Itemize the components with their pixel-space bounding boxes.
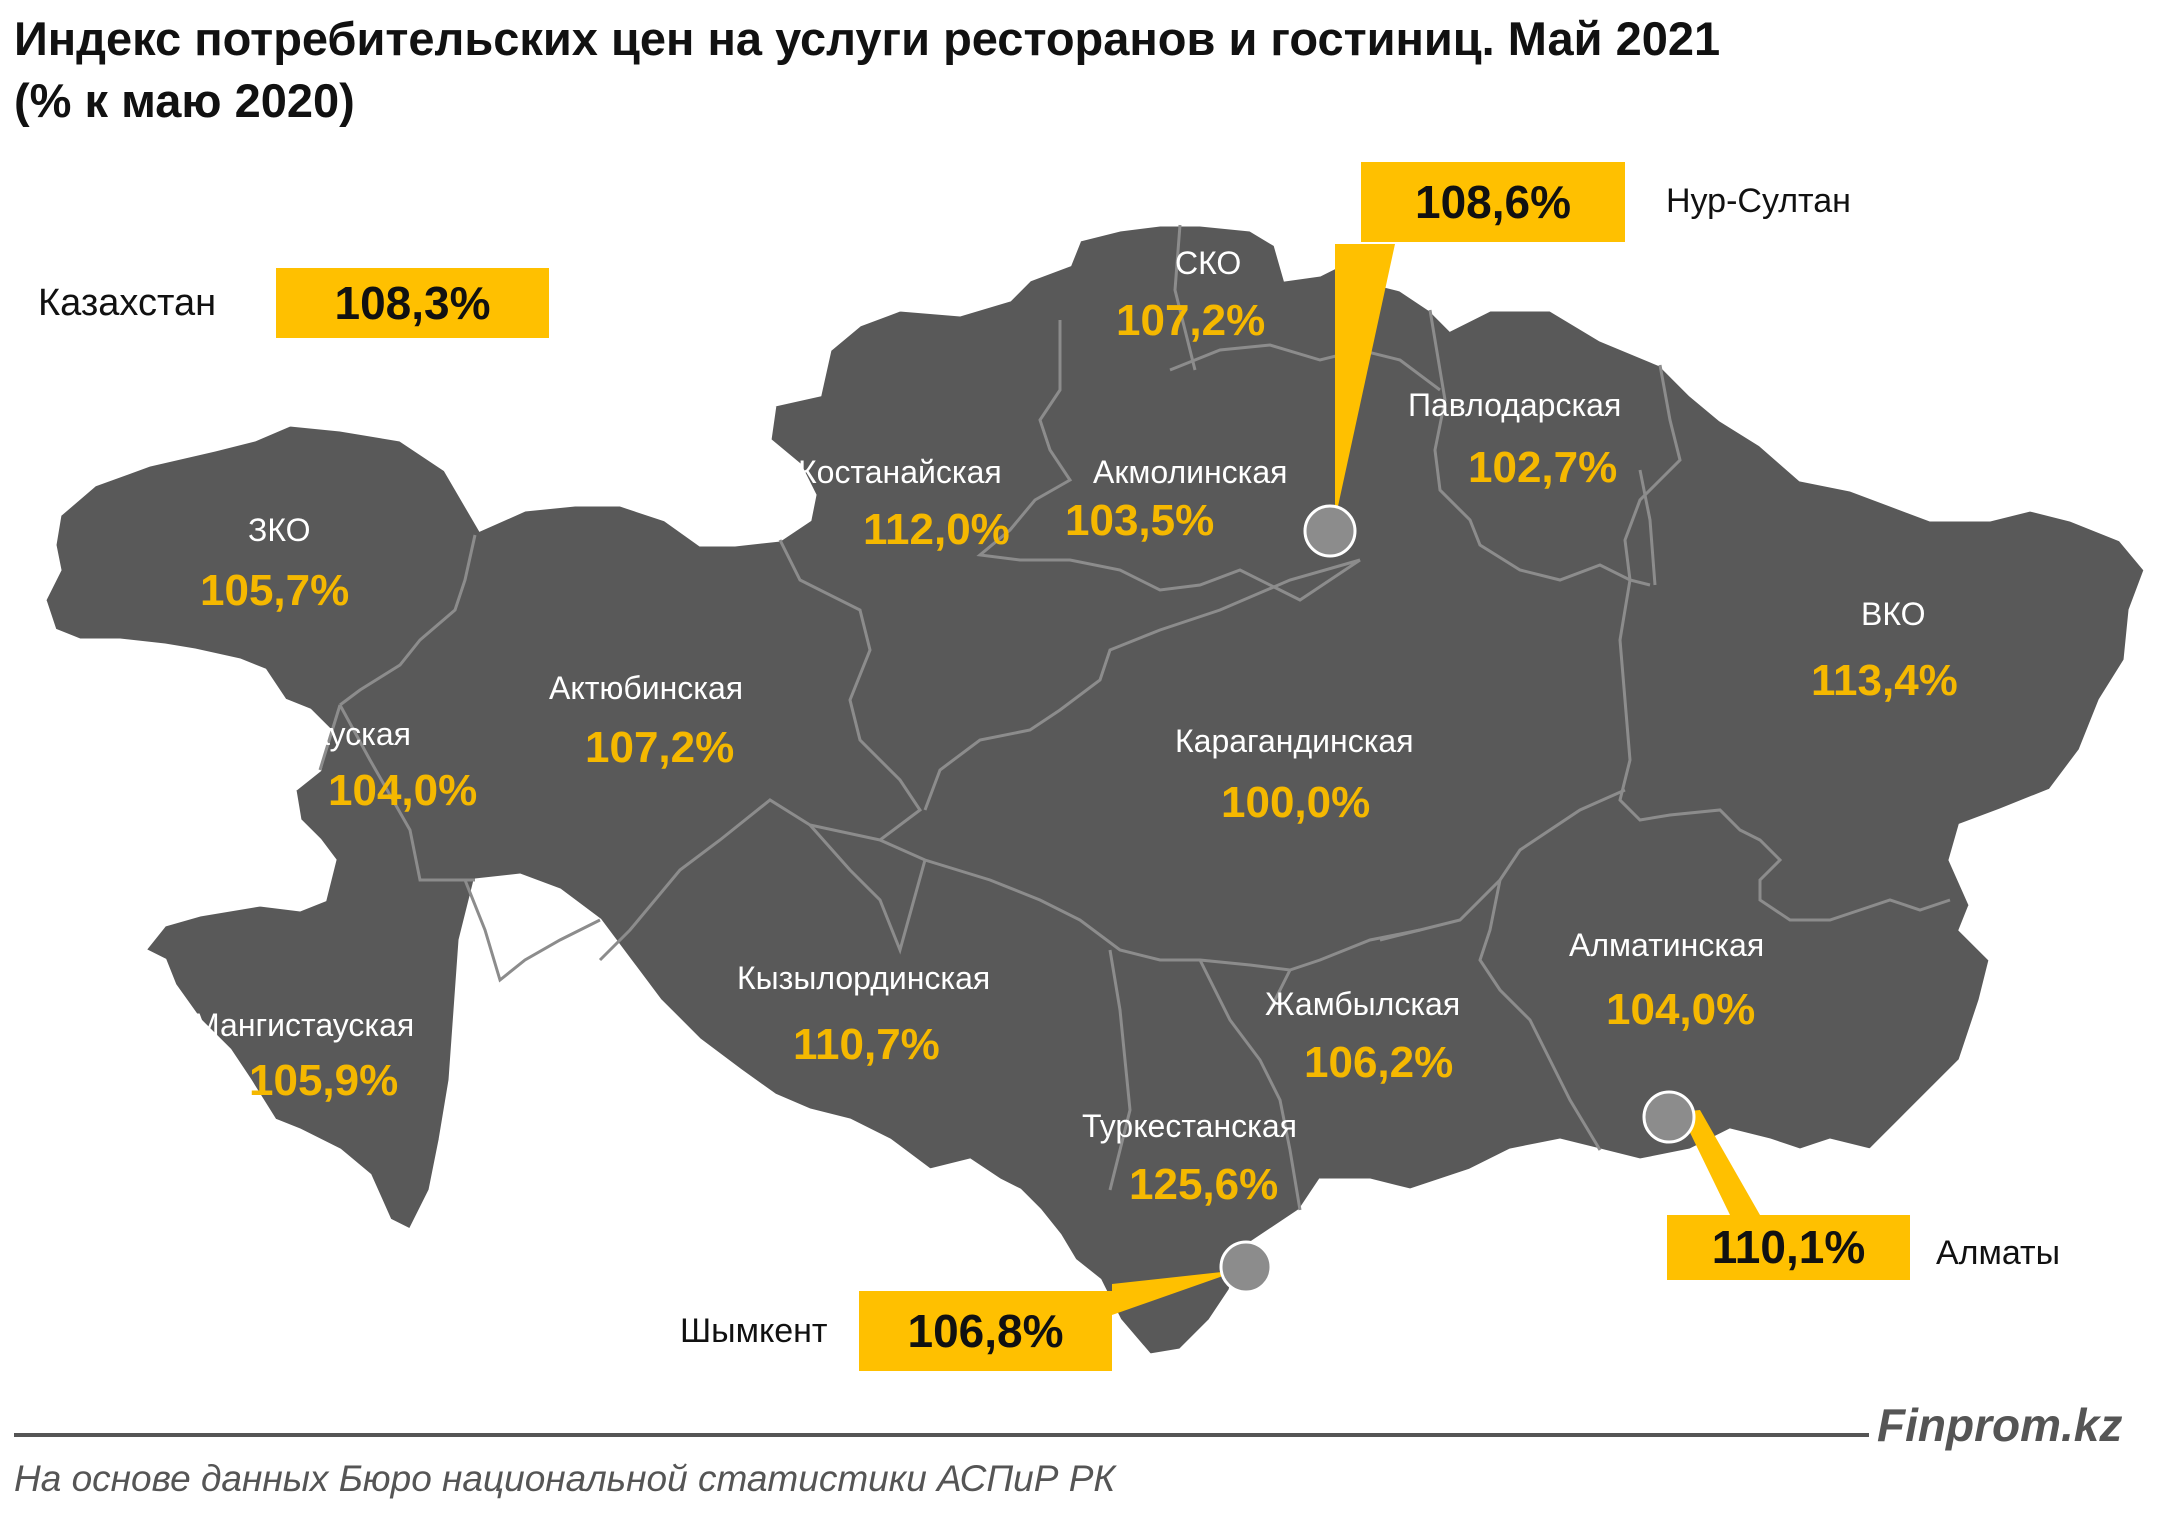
region-value-pavlodar: 102,7%: [1468, 443, 1618, 492]
source-note: На основе данных Бюро национальной стати…: [14, 1458, 1116, 1499]
region-name-zko: ЗКО: [248, 512, 311, 548]
region-value-zko: 105,7%: [200, 566, 350, 615]
region-name-pavlodar: Павлодарская: [1408, 387, 1622, 423]
region-value-turkestan: 125,6%: [1129, 1160, 1279, 1209]
region-name-akmola: Акмолинская: [1093, 454, 1288, 490]
region-value-mangystau: 105,9%: [249, 1056, 399, 1105]
almaty-value-box: 110,1%: [1667, 1215, 1910, 1280]
region-name-sko: СКО: [1175, 245, 1242, 281]
shymkent-pointer: [1112, 1270, 1240, 1315]
almaty-marker: [1642, 1090, 1696, 1144]
region-name-turkestan: Туркестанская: [1082, 1108, 1297, 1144]
title-line-2: (% к маю 2020): [14, 74, 355, 127]
nur-sultan-value-box: 108,6%: [1361, 162, 1625, 242]
country-shape: [43, 223, 2147, 1357]
region-name-almaty-region: Алматинская: [1569, 927, 1765, 963]
region-name-kyzylorda: Кызылординская: [737, 960, 991, 996]
region-value-atyrau: 104,0%: [328, 766, 478, 815]
region-value-sko: 107,2%: [1116, 296, 1266, 345]
shymkent-label: Шымкент: [680, 1312, 828, 1350]
region-value-aktobe: 107,2%: [585, 723, 735, 772]
kazakhstan-label: Казахстан: [38, 282, 217, 324]
nur-sultan-label: Нур-Султан: [1666, 182, 1851, 220]
region-value-zhambyl: 106,2%: [1304, 1038, 1454, 1087]
region-name-mangystau: Мангистауская: [193, 1007, 415, 1043]
brand-logo: Finprom.kz: [1877, 1399, 2123, 1451]
almaty-label: Алматы: [1936, 1234, 2061, 1272]
shymkent-value-box: 106,8%: [859, 1291, 1112, 1371]
region-name-vko: ВКО: [1861, 596, 1926, 632]
region-borders: [318, 224, 1951, 1211]
region-name-aktobe: Актюбинская: [549, 670, 744, 706]
region-name-kostanay: Костанайская: [798, 454, 1002, 490]
region-value-kostanay: 112,0%: [863, 505, 1010, 554]
nur-sultan-pointer: [1335, 244, 1395, 520]
title-line-1: Индекс потребительских цен на услуги рес…: [14, 12, 1721, 65]
region-name-atyrau: Атырауская: [236, 716, 411, 752]
nur-sultan-marker: [1303, 504, 1357, 558]
almaty-pointer: [1680, 1110, 1760, 1215]
region-value-vko: 113,4%: [1811, 656, 1958, 705]
region-name-karaganda: Карагандинская: [1175, 723, 1414, 759]
footer-divider: [14, 1433, 1869, 1437]
region-value-almaty-region: 104,0%: [1606, 985, 1756, 1034]
region-value-akmola: 103,5%: [1065, 496, 1215, 545]
chart-title: Индекс потребительских цен на услуги рес…: [14, 8, 1720, 132]
kazakhstan-value-box: 108,3%: [276, 268, 549, 338]
region-value-kyzylorda: 110,7%: [793, 1020, 940, 1069]
region-name-zhambyl: Жамбылская: [1265, 986, 1461, 1022]
region-value-karaganda: 100,0%: [1221, 778, 1371, 827]
shymkent-marker: [1219, 1240, 1273, 1294]
